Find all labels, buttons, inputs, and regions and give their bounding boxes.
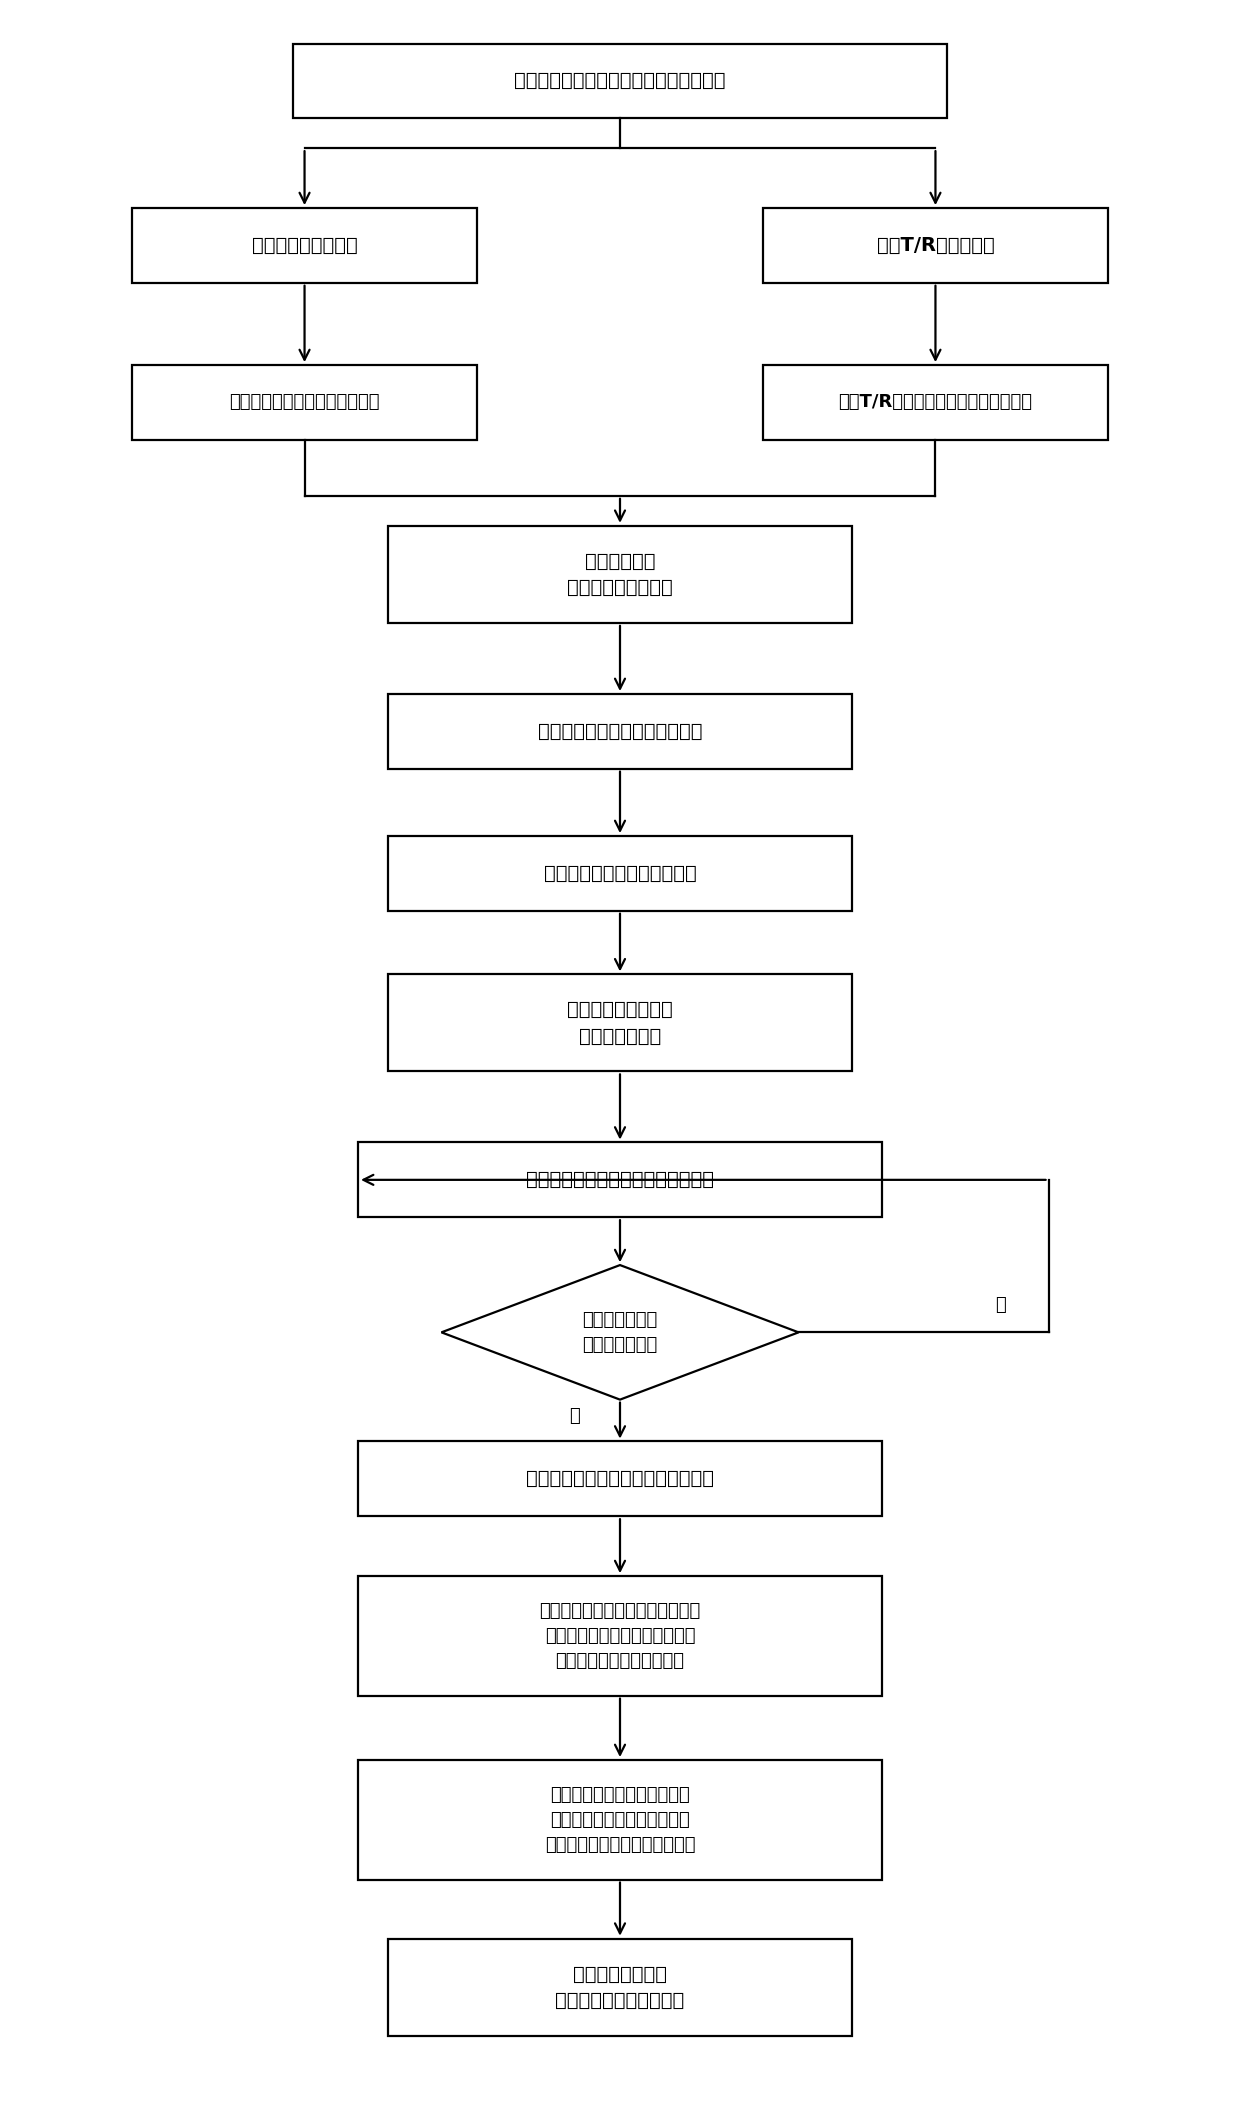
FancyBboxPatch shape	[388, 693, 852, 769]
Text: 提取阵元几何中心的位置偏移量: 提取阵元几何中心的位置偏移量	[538, 723, 702, 742]
Text: 计算阵元空间相位的附加误差: 计算阵元空间相位的附加误差	[543, 864, 697, 883]
Text: 计算太阳照射下天线温度场分布: 计算太阳照射下天线温度场分布	[229, 393, 379, 412]
FancyBboxPatch shape	[358, 1441, 882, 1517]
FancyBboxPatch shape	[131, 366, 477, 440]
FancyBboxPatch shape	[388, 526, 852, 623]
FancyBboxPatch shape	[358, 1576, 882, 1695]
FancyBboxPatch shape	[293, 44, 947, 118]
Text: 基于机电耦合模型，计算天线电性能: 基于机电耦合模型，计算天线电性能	[526, 1171, 714, 1190]
FancyBboxPatch shape	[763, 207, 1109, 283]
Text: 补偿结构热变形的
激励电流相位最佳调整量: 补偿结构热变形的 激励电流相位最佳调整量	[556, 1965, 684, 2009]
Text: 叠加温度场，
计算天线结构热变形: 叠加温度场， 计算天线结构热变形	[567, 551, 673, 598]
FancyBboxPatch shape	[763, 366, 1109, 440]
Text: 确定阵元激励电流的
幅度和相位分布: 确定阵元激励电流的 幅度和相位分布	[567, 999, 673, 1046]
FancyBboxPatch shape	[358, 1143, 882, 1217]
Text: 计算天线理想主波束指向的单位矢量: 计算天线理想主波束指向的单位矢量	[526, 1469, 714, 1488]
Text: 是: 是	[996, 1297, 1007, 1314]
FancyBboxPatch shape	[388, 1938, 852, 2035]
Text: 确定T/R组件热功耗: 确定T/R组件热功耗	[877, 237, 994, 256]
Text: 根据阵元激励电流初始相位，
利用阵元空间相位的调整量，
计算补偿后阵元激励电流相位值: 根据阵元激励电流初始相位， 利用阵元空间相位的调整量， 计算补偿后阵元激励电流相…	[544, 1785, 696, 1853]
Text: 计算T/R组件热功耗下天线温度场分布: 计算T/R组件热功耗下天线温度场分布	[838, 393, 1033, 412]
FancyBboxPatch shape	[388, 837, 852, 911]
Text: 确定天线环境热载荷: 确定天线环境热载荷	[252, 237, 357, 256]
Text: 否: 否	[569, 1407, 580, 1424]
Text: 增益和指向是否
同时满足要求？: 增益和指向是否 同时满足要求？	[583, 1310, 657, 1354]
Polygon shape	[441, 1266, 799, 1399]
Text: 根据理想主波束指向的单位矢量，
利用阵元空间相位的附加误差，
计算阵元空间相位的调整量: 根据理想主波束指向的单位矢量， 利用阵元空间相位的附加误差， 计算阵元空间相位的…	[539, 1602, 701, 1669]
FancyBboxPatch shape	[358, 1760, 882, 1881]
FancyBboxPatch shape	[388, 974, 852, 1071]
FancyBboxPatch shape	[131, 207, 477, 283]
Text: 确定星载有源相控阵天线结构及电磁参数: 确定星载有源相控阵天线结构及电磁参数	[515, 72, 725, 91]
